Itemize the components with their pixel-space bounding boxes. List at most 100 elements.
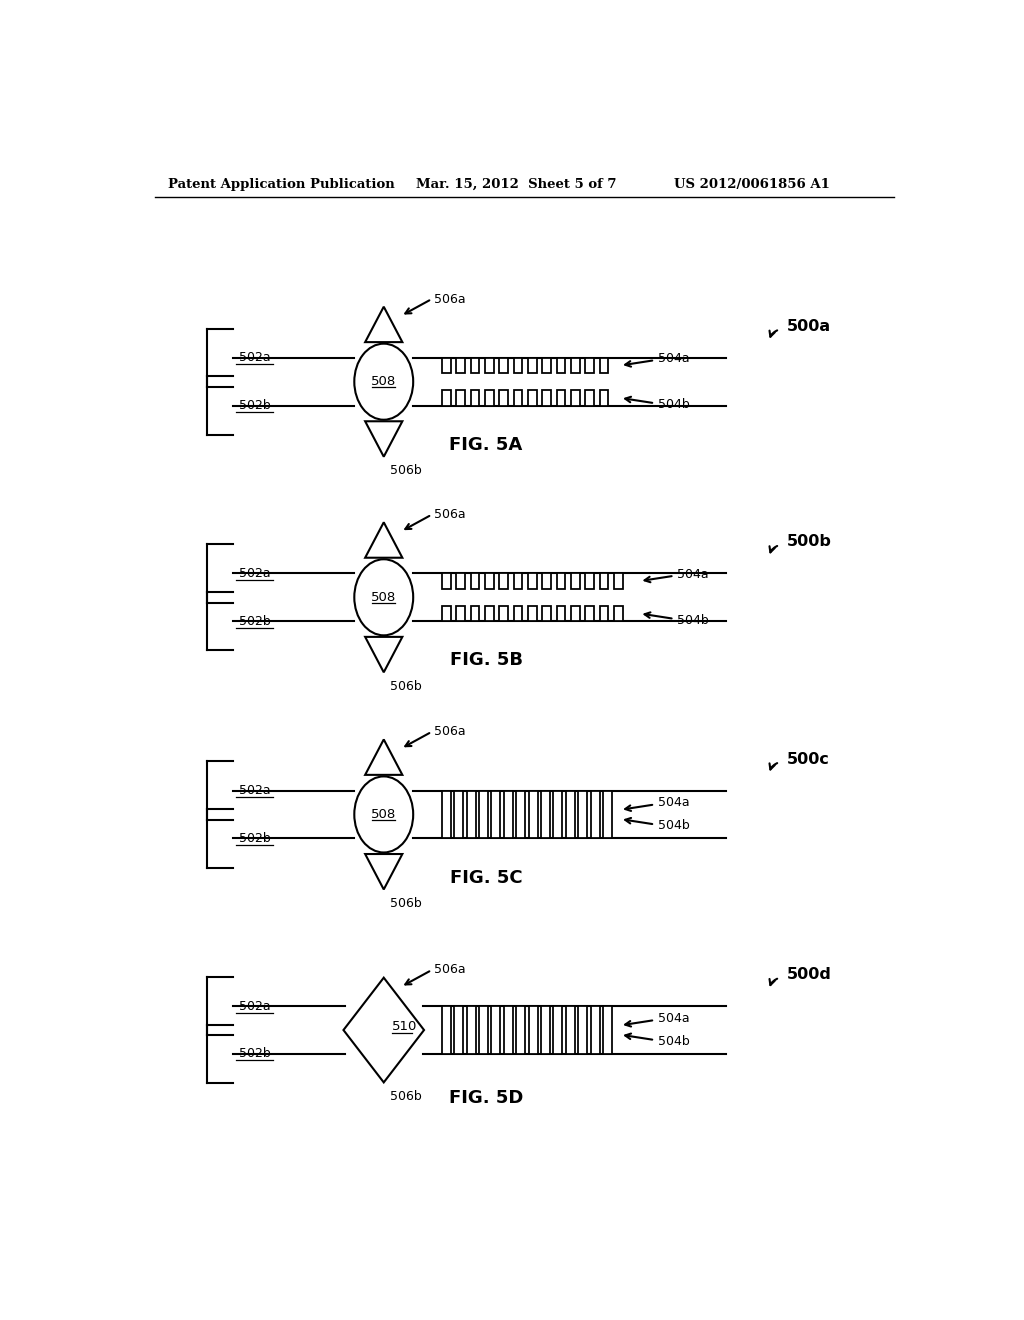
Bar xyxy=(442,573,451,589)
Text: Patent Application Publication: Patent Application Publication xyxy=(168,178,395,190)
Text: 502b: 502b xyxy=(239,1047,270,1060)
Bar xyxy=(600,606,608,622)
Text: FIG. 5A: FIG. 5A xyxy=(450,436,522,454)
Bar xyxy=(471,573,479,589)
Text: 510: 510 xyxy=(391,1019,417,1032)
Ellipse shape xyxy=(354,560,414,635)
Bar xyxy=(514,606,522,622)
Bar xyxy=(557,391,565,405)
Bar xyxy=(614,606,623,622)
Polygon shape xyxy=(366,854,402,890)
Bar xyxy=(571,358,580,374)
Bar xyxy=(543,358,551,374)
Bar xyxy=(514,573,522,589)
Bar xyxy=(554,791,562,838)
Bar xyxy=(586,358,594,374)
Bar xyxy=(579,1006,587,1053)
Bar xyxy=(442,1006,451,1053)
Bar xyxy=(485,391,494,405)
Bar xyxy=(492,1006,501,1053)
Bar xyxy=(471,606,479,622)
Text: 502b: 502b xyxy=(239,832,270,845)
Bar xyxy=(504,1006,513,1053)
Text: 506b: 506b xyxy=(390,680,422,693)
Text: 504b: 504b xyxy=(658,1035,690,1048)
Bar xyxy=(554,1006,562,1053)
Polygon shape xyxy=(343,978,424,1082)
Bar xyxy=(442,791,451,838)
Bar xyxy=(504,791,513,838)
Bar xyxy=(457,358,465,374)
Text: 504b: 504b xyxy=(678,614,710,627)
Text: 502b: 502b xyxy=(239,615,270,628)
Text: 502b: 502b xyxy=(239,399,270,412)
Text: 506a: 506a xyxy=(434,725,466,738)
Bar xyxy=(579,791,587,838)
Text: Mar. 15, 2012  Sheet 5 of 7: Mar. 15, 2012 Sheet 5 of 7 xyxy=(417,178,616,190)
Bar xyxy=(541,1006,550,1053)
Text: 500d: 500d xyxy=(786,968,831,982)
Polygon shape xyxy=(366,306,402,342)
Bar xyxy=(457,606,465,622)
Text: 504a: 504a xyxy=(658,352,690,366)
Text: 502a: 502a xyxy=(239,566,270,579)
Bar xyxy=(485,573,494,589)
Bar xyxy=(479,791,488,838)
Bar xyxy=(514,391,522,405)
Text: 508: 508 xyxy=(371,591,396,603)
Text: FIG. 5B: FIG. 5B xyxy=(450,652,522,669)
Bar xyxy=(442,358,451,374)
Bar xyxy=(516,1006,525,1053)
Text: FIG. 5D: FIG. 5D xyxy=(449,1089,523,1106)
Bar xyxy=(591,1006,600,1053)
Bar xyxy=(457,573,465,589)
Text: 506a: 506a xyxy=(434,508,466,521)
Text: 504a: 504a xyxy=(658,796,690,809)
Bar xyxy=(600,391,608,405)
Text: 500b: 500b xyxy=(786,535,831,549)
Bar xyxy=(492,791,501,838)
Polygon shape xyxy=(366,523,402,558)
Text: US 2012/0061856 A1: US 2012/0061856 A1 xyxy=(675,178,830,190)
Text: 506a: 506a xyxy=(434,964,466,977)
Bar xyxy=(614,573,623,589)
Bar xyxy=(557,606,565,622)
Ellipse shape xyxy=(354,343,414,420)
Text: 506a: 506a xyxy=(434,293,466,305)
Bar xyxy=(479,1006,488,1053)
Bar xyxy=(528,1006,538,1053)
Bar xyxy=(557,573,565,589)
Bar xyxy=(471,358,479,374)
Ellipse shape xyxy=(354,776,414,853)
Bar xyxy=(543,606,551,622)
Polygon shape xyxy=(366,739,402,775)
Bar xyxy=(516,791,525,838)
Text: 504b: 504b xyxy=(658,399,690,412)
Bar xyxy=(603,1006,612,1053)
Bar xyxy=(500,391,508,405)
Text: 502a: 502a xyxy=(239,351,270,364)
Bar xyxy=(528,391,537,405)
Bar xyxy=(591,791,600,838)
Bar xyxy=(571,573,580,589)
Text: 504a: 504a xyxy=(678,568,709,581)
Bar xyxy=(586,573,594,589)
Bar xyxy=(571,391,580,405)
Bar xyxy=(528,606,537,622)
Bar xyxy=(603,791,612,838)
Bar xyxy=(541,791,550,838)
Bar xyxy=(528,791,538,838)
Text: 506b: 506b xyxy=(390,1090,422,1102)
Bar xyxy=(455,791,463,838)
Bar xyxy=(586,606,594,622)
Bar xyxy=(566,1006,574,1053)
Bar xyxy=(455,1006,463,1053)
Bar xyxy=(442,391,451,405)
Text: 506b: 506b xyxy=(390,465,422,477)
Bar xyxy=(566,791,574,838)
Bar xyxy=(600,573,608,589)
Text: 506b: 506b xyxy=(390,896,422,909)
Bar xyxy=(528,358,537,374)
Text: 502a: 502a xyxy=(239,784,270,797)
Bar xyxy=(586,391,594,405)
